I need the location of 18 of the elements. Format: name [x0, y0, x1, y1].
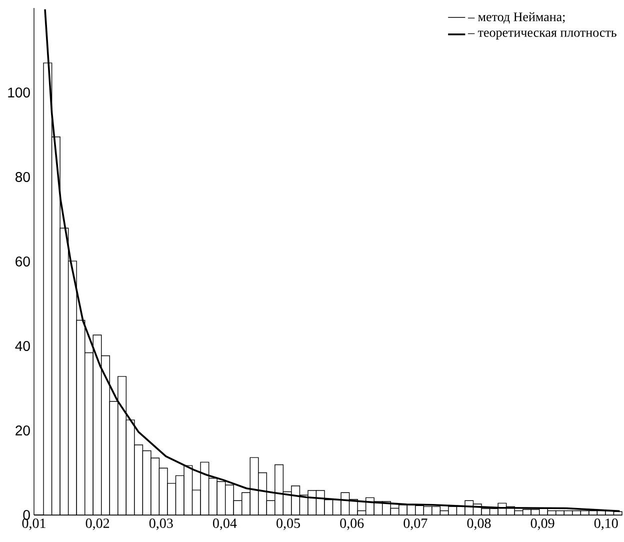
x-tick-label: 0,03: [149, 518, 173, 530]
y-tick-label: 60: [16, 256, 30, 266]
x-tick-label: 0,07: [404, 518, 428, 530]
x-tick-label: 0,08: [467, 518, 491, 530]
x-tick-label: 0,04: [212, 518, 237, 530]
y-tick-label: 100: [8, 88, 30, 98]
x-tick-label: 0,06: [340, 518, 364, 530]
legend-label: – теоретическая плотность: [468, 30, 616, 40]
y-tick-label: 20: [16, 426, 30, 436]
x-tick-label: 0,01: [22, 518, 46, 530]
x-tick-label: 0,02: [86, 518, 110, 530]
legend-label: – метод Неймана;: [468, 12, 565, 24]
x-tick-label: 0,10: [594, 518, 618, 530]
y-tick-label: 0: [23, 510, 30, 520]
x-tick-label: 0,05: [276, 518, 300, 530]
x-tick-label: 0,09: [530, 518, 554, 530]
y-tick-label: 80: [16, 172, 30, 182]
y-tick-label: 40: [15, 341, 30, 351]
